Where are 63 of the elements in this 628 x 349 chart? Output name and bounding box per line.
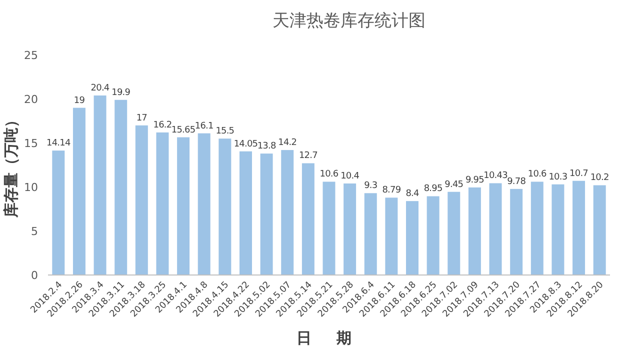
data-label: 8.4: [406, 189, 420, 200]
data-label: 17: [136, 113, 147, 124]
bar: [530, 182, 544, 275]
bar: [364, 193, 377, 275]
y-axis-title: 库存量（万吨）: [2, 112, 20, 218]
data-label: 9.95: [465, 175, 484, 186]
data-label: 9.3: [364, 181, 378, 192]
bar: [198, 133, 210, 275]
x-axis-title: 日 期: [296, 329, 362, 347]
y-tick-label: 15: [24, 137, 38, 150]
data-label: 15.65: [171, 125, 196, 136]
data-label: 16.1: [194, 121, 214, 132]
data-label: 14.2: [278, 138, 297, 148]
bar: [344, 183, 356, 275]
data-label: 20.4: [90, 83, 110, 94]
bar: [177, 137, 190, 275]
data-label: 10.6: [320, 170, 339, 180]
bar: [510, 188, 523, 275]
data-label: 13.8: [257, 142, 276, 152]
data-label: 9.78: [507, 176, 526, 187]
data-label: 9.45: [444, 180, 464, 190]
bar: [94, 95, 106, 275]
data-label: 8.95: [424, 184, 442, 194]
y-tick-label: 20: [24, 93, 38, 106]
bar: [426, 196, 440, 275]
data-label: 10.3: [548, 172, 568, 182]
data-label: 10.6: [528, 170, 548, 180]
bar: [385, 198, 398, 275]
chart-title: 天津热卷库存统计图: [272, 11, 426, 31]
bar: [572, 180, 586, 275]
data-label: 19: [74, 96, 86, 106]
bar: [302, 163, 314, 275]
bar: [114, 100, 128, 275]
data-label: 14.14: [46, 138, 71, 149]
bar: [322, 182, 336, 275]
bar: [593, 185, 606, 275]
bar: [468, 187, 481, 275]
y-tick-label: 0: [31, 269, 38, 282]
bar: [489, 183, 502, 275]
data-label: 15.5: [216, 126, 234, 137]
data-label: 16.2: [153, 120, 172, 130]
bar: [218, 138, 232, 275]
data-label: 10.4: [340, 171, 360, 182]
bar: [552, 184, 564, 275]
data-label: 10.43: [484, 171, 508, 182]
data-label: 10.7: [570, 168, 588, 179]
y-tick-label: 5: [31, 225, 38, 238]
bar: [406, 201, 419, 275]
bar: [156, 132, 169, 275]
bar: [448, 192, 460, 275]
bar: [135, 125, 148, 275]
bar: [52, 150, 65, 275]
data-label: 8.79: [382, 186, 402, 196]
y-tick-label: 10: [24, 181, 38, 194]
data-label: 14.05: [234, 139, 258, 150]
data-label: 10.2: [590, 173, 609, 184]
bar: [281, 150, 294, 275]
y-tick-label: 25: [24, 49, 38, 62]
bar: [72, 108, 86, 275]
data-label: 12.7: [298, 151, 318, 162]
bar: [239, 151, 252, 275]
bar: [260, 154, 273, 275]
data-label: 19.9: [112, 88, 131, 98]
